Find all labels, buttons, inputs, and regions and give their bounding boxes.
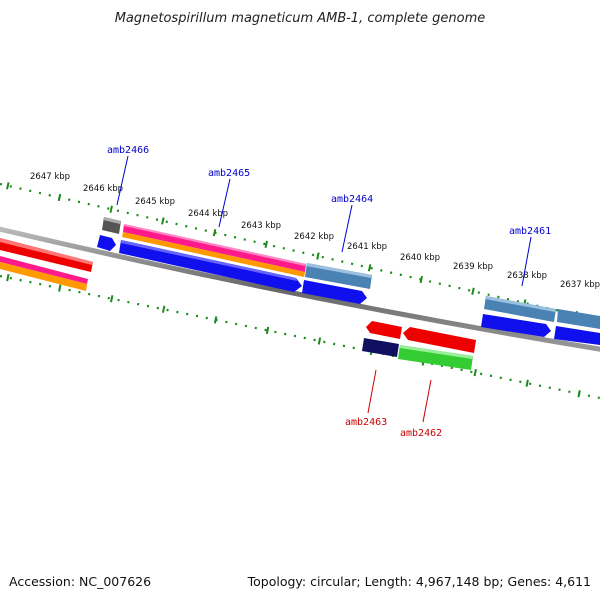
kbp-label: 2641 kbp: [347, 242, 387, 252]
kbp-label: 2639 kbp: [453, 262, 493, 272]
label-amb2466[interactable]: amb2466: [107, 145, 149, 206]
label-amb2463[interactable]: amb2463: [345, 369, 387, 428]
scale-tick: [213, 316, 218, 324]
accession-text: Accession: NC_007626: [9, 574, 151, 589]
gene-steel-right-b[interactable]: [557, 309, 600, 329]
scale-tick: [212, 228, 217, 237]
genome-summary-text: Topology: circular; Length: 4,967,148 bp…: [247, 574, 591, 589]
kbp-label: 2640 kbp: [400, 253, 440, 263]
gene-name: amb2461: [509, 226, 551, 237]
scale-tick: [265, 326, 270, 335]
gene-name: amb2465: [208, 168, 250, 179]
label-amb2464[interactable]: amb2464: [331, 194, 373, 253]
gene-amb2462-green[interactable]: [398, 345, 473, 370]
kbp-label: 2638 kbp: [507, 271, 547, 281]
kbp-label: 2637 kbp: [560, 280, 600, 290]
genome-backbone: [0, 226, 600, 352]
map-title: Magnetospirillum magneticum AMB-1, compl…: [115, 11, 486, 26]
scale-tick: [419, 275, 424, 284]
kbp-label: 2643 kbp: [241, 221, 281, 231]
kbp-label: 2645 kbp: [135, 197, 175, 207]
gene-amb2463-red[interactable]: [366, 321, 402, 339]
scale-tick: [57, 193, 62, 202]
scale-tick: [109, 205, 113, 213]
scale-tick: [110, 295, 114, 303]
scale-tick: [471, 287, 475, 295]
scale-tick: [6, 273, 10, 282]
kbp-label: 2644 kbp: [188, 209, 228, 219]
gene-amb2463-navy[interactable]: [362, 338, 399, 357]
lower-scale-line: [0, 274, 600, 400]
scale-tick: [161, 305, 166, 313]
gene-amb2465-pink[interactable]: [123, 224, 306, 272]
gene-amb2464-blue[interactable]: [302, 280, 367, 304]
kbp-label: 2647 kbp: [30, 172, 70, 182]
gene-amb2464-steel[interactable]: [305, 263, 372, 289]
kbp-label: 2646 kbp: [83, 184, 123, 194]
gene-amb2466[interactable]: [102, 217, 121, 234]
scale-tick: [161, 217, 165, 225]
scale-tick: [58, 284, 62, 292]
scale-tick: [317, 337, 322, 345]
scale-tick: [577, 390, 581, 398]
label-amb2465[interactable]: amb2465: [208, 168, 250, 228]
gene-amb2462-red[interactable]: [403, 327, 476, 353]
scale-tick: [264, 240, 268, 248]
gene-amb2465-orange[interactable]: [122, 232, 305, 277]
gene-amb2465-blue[interactable]: [119, 240, 302, 292]
scale-tick: [473, 369, 477, 377]
scale-tick: [525, 379, 529, 387]
scale-tick: [367, 264, 372, 272]
kbp-label: 2642 kbp: [294, 232, 334, 242]
label-amb2461[interactable]: amb2461: [509, 226, 551, 287]
gene-left-pink: [0, 256, 88, 284]
gene-name: amb2462: [400, 428, 442, 439]
gene-left-orange: [0, 262, 87, 291]
scale-tick: [316, 252, 320, 260]
gene-name: amb2466: [107, 145, 149, 156]
gene-blue-right-a[interactable]: [481, 314, 551, 337]
label-amb2462[interactable]: amb2462: [400, 379, 442, 439]
gene-steel-right-a[interactable]: [484, 296, 556, 322]
gene-name: amb2463: [345, 417, 387, 428]
gene-small-blue[interactable]: [97, 235, 116, 251]
gene-blue-right-b[interactable]: [554, 326, 600, 345]
gene-left-red: [0, 238, 93, 272]
kbp-axis-labels: 2647 kbp 2646 kbp 2645 kbp 2644 kbp 2643…: [30, 172, 600, 290]
scale-tick: [6, 182, 10, 190]
gene-name: amb2464: [331, 194, 373, 205]
